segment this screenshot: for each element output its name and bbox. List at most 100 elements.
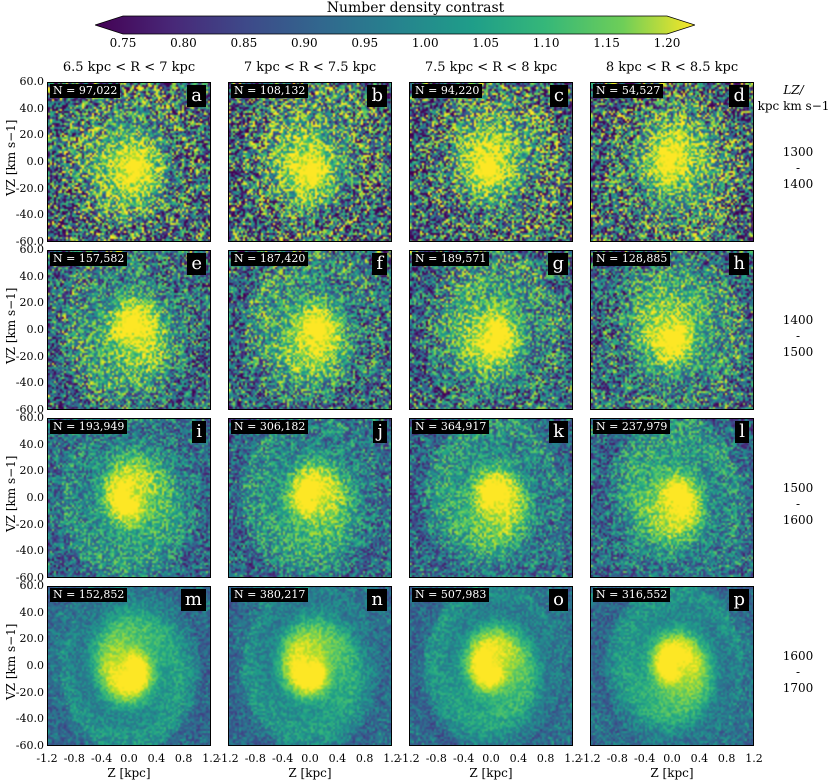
x-tick-label: 0.8 — [536, 752, 555, 765]
column-title: 8 kpc < R < 8.5 kpc — [605, 60, 739, 75]
panel-letter: m — [180, 589, 206, 611]
y-tick-label: -20.0 — [15, 685, 44, 699]
phase-spiral-panel-n: N = 380,217 n — [228, 586, 392, 746]
colorbar-tick: 1.20 — [653, 36, 681, 50]
lz-range-label: 1400 - 1500 — [768, 312, 828, 360]
lz-range-label: 1300 - 1400 — [768, 144, 828, 192]
panel-letter: a — [187, 85, 206, 107]
x-tick-label: 0.4 — [690, 752, 709, 765]
lz-range-sep: - — [795, 497, 801, 511]
lz-range-lo: 1300 — [782, 145, 814, 159]
y-tick-label: -40.0 — [15, 376, 44, 390]
x-tick-label: -0.8 — [63, 752, 85, 765]
y-tick-label: -40.0 — [15, 544, 44, 558]
sample-count-label: N = 97,022 — [50, 84, 121, 98]
x-tick-label: 0.8 — [174, 752, 193, 765]
y-tick-label: 20.0 — [19, 632, 45, 646]
x-tick-label: 0.0 — [301, 752, 319, 765]
lz-header-line2: kpc km s−1 — [757, 99, 830, 113]
x-tick-label: 1.2 — [564, 752, 582, 765]
colorbar-tick: 0.85 — [230, 36, 258, 50]
panel-letter: j — [373, 421, 387, 443]
colorbar-tick: 0.75 — [109, 36, 137, 50]
phase-spiral-panel-h: N = 128,885 h — [590, 250, 754, 410]
y-tick-label: -60.0 — [15, 739, 44, 752]
colorbar-gradient — [95, 15, 695, 35]
sample-count-label: N = 193,949 — [50, 420, 128, 434]
phase-spiral-panel-p: N = 316,552 p — [590, 586, 754, 746]
lz-range-sep: - — [795, 665, 801, 679]
y-tick-label: 20.0 — [19, 128, 45, 142]
colorbar-title: Number density contrast — [326, 0, 505, 16]
panel-letter: p — [729, 589, 749, 611]
phase-spiral-panel-j: N = 306,182 j — [228, 418, 392, 578]
y-tick-label: -60.0 — [15, 235, 44, 248]
sample-count-label: N = 380,217 — [231, 588, 309, 602]
y-tick-label: 20.0 — [19, 464, 45, 478]
y-tick-label: 60.0 — [19, 411, 45, 424]
sample-count-label: N = 507,983 — [412, 588, 490, 602]
x-tick-label: -0.4 — [453, 752, 475, 765]
y-tick-label: 60.0 — [19, 243, 45, 256]
x-tick-label: -1.2 — [36, 752, 58, 765]
sample-count-label: N = 306,182 — [231, 420, 309, 434]
column-title: 6.5 kpc < R < 7 kpc — [62, 60, 196, 75]
phase-spiral-panel-f: N = 187,420 f — [228, 250, 392, 410]
heatmap-image — [48, 587, 210, 745]
x-tick-label: -1.2 — [398, 752, 420, 765]
lz-range-sep: - — [795, 161, 801, 175]
sample-count-label: N = 152,852 — [50, 588, 128, 602]
lz-range-hi: 1600 — [782, 513, 814, 527]
heatmap-image — [410, 419, 572, 577]
y-axis-label: VZ [km s−1] — [4, 119, 18, 197]
heatmap-image — [48, 251, 210, 409]
sample-count-label: N = 94,220 — [412, 84, 483, 98]
y-tick-label: -40.0 — [15, 712, 44, 726]
x-tick-label: 0.0 — [482, 752, 500, 765]
y-tick-label: -20.0 — [15, 517, 44, 531]
phase-spiral-panel-i: N = 193,949 i — [47, 418, 211, 578]
sample-count-label: N = 54,527 — [593, 84, 664, 98]
colorbar-tick: 1.05 — [472, 36, 500, 50]
heatmap-image — [48, 419, 210, 577]
colorbar-tick: 0.95 — [351, 36, 379, 50]
panel-letter: n — [367, 589, 387, 611]
x-tick-label: -0.4 — [91, 752, 113, 765]
panel-letter: o — [549, 589, 568, 611]
x-tick-label: 0.4 — [328, 752, 347, 765]
x-tick-label: 0.8 — [717, 752, 736, 765]
phase-spiral-panel-o: N = 507,983 o — [409, 586, 573, 746]
column-title: 7 kpc < R < 7.5 kpc — [243, 60, 377, 75]
y-tick-label: 0.0 — [26, 659, 45, 672]
panel-letter: c — [549, 85, 568, 107]
panel-letter: e — [187, 253, 206, 275]
x-tick-label: -0.4 — [634, 752, 656, 765]
heatmap-image — [591, 251, 753, 409]
phase-spiral-panel-b: N = 108,132 b — [228, 82, 392, 242]
colorbar-tick: 0.80 — [170, 36, 197, 50]
sample-count-label: N = 189,571 — [412, 252, 490, 266]
lz-range-label: 1500 - 1600 — [768, 480, 828, 528]
y-tick-label: 60.0 — [19, 579, 45, 592]
x-tick-label: -1.2 — [579, 752, 601, 765]
y-tick-label: -60.0 — [15, 403, 44, 416]
heatmap-image — [591, 587, 753, 745]
panel-letter: l — [735, 421, 749, 443]
colorbar-tick: 1.10 — [532, 36, 560, 50]
x-tick-label: 0.4 — [147, 752, 166, 765]
sample-count-label: N = 108,132 — [231, 84, 309, 98]
phase-spiral-panel-d: N = 54,527 d — [590, 82, 754, 242]
heatmap-image — [229, 251, 391, 409]
y-tick-label: -20.0 — [15, 181, 44, 195]
sample-count-label: N = 187,420 — [231, 252, 309, 266]
sample-count-label: N = 157,582 — [50, 252, 128, 266]
x-tick-label: 1.2 — [745, 752, 763, 765]
y-tick-label: 0.0 — [26, 155, 45, 168]
sample-count-label: N = 237,979 — [593, 420, 671, 434]
y-tick-label: -60.0 — [15, 571, 44, 584]
lz-range-hi: 1400 — [782, 177, 814, 191]
x-tick-label: -0.8 — [244, 752, 266, 765]
x-tick-label: -0.8 — [606, 752, 628, 765]
heatmap-image — [410, 83, 572, 241]
colorbar-tick: 1.15 — [593, 36, 620, 50]
